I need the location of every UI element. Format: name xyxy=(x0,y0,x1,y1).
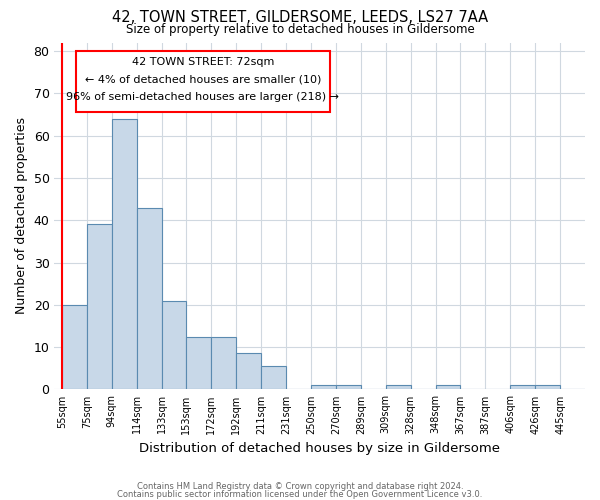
Bar xyxy=(62,305,87,390)
Bar xyxy=(236,354,261,390)
Bar xyxy=(510,385,535,390)
FancyBboxPatch shape xyxy=(76,51,331,112)
Bar xyxy=(87,224,112,390)
Bar xyxy=(386,385,410,390)
Bar xyxy=(137,208,161,390)
Text: Contains HM Land Registry data © Crown copyright and database right 2024.: Contains HM Land Registry data © Crown c… xyxy=(137,482,463,491)
Bar xyxy=(161,300,187,390)
X-axis label: Distribution of detached houses by size in Gildersome: Distribution of detached houses by size … xyxy=(139,442,500,455)
Text: 42, TOWN STREET, GILDERSOME, LEEDS, LS27 7AA: 42, TOWN STREET, GILDERSOME, LEEDS, LS27… xyxy=(112,10,488,25)
Text: Contains public sector information licensed under the Open Government Licence v3: Contains public sector information licen… xyxy=(118,490,482,499)
Y-axis label: Number of detached properties: Number of detached properties xyxy=(15,118,28,314)
Text: 42 TOWN STREET: 72sqm: 42 TOWN STREET: 72sqm xyxy=(132,58,274,68)
Bar xyxy=(211,336,236,390)
Bar xyxy=(112,118,137,390)
Text: 96% of semi-detached houses are larger (218) →: 96% of semi-detached houses are larger (… xyxy=(67,92,340,102)
Bar xyxy=(261,366,286,390)
Bar xyxy=(436,385,460,390)
Bar xyxy=(187,336,211,390)
Bar xyxy=(535,385,560,390)
Text: Size of property relative to detached houses in Gildersome: Size of property relative to detached ho… xyxy=(125,22,475,36)
Bar xyxy=(311,385,336,390)
Text: ← 4% of detached houses are smaller (10): ← 4% of detached houses are smaller (10) xyxy=(85,75,321,85)
Bar xyxy=(336,385,361,390)
